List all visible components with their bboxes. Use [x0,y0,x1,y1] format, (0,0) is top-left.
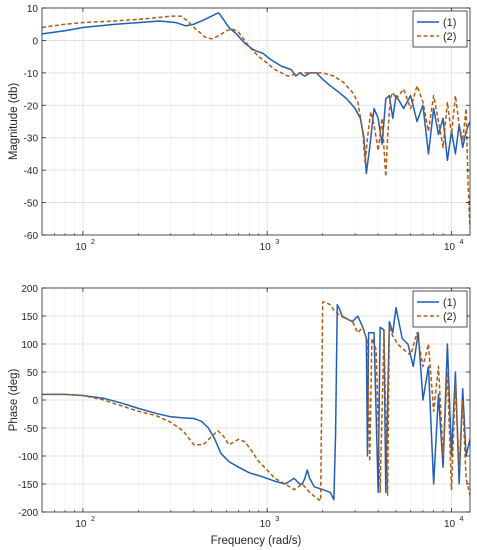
magnitude-ylabel: Magnitude (db) [8,83,20,161]
phase-series-2-line [42,301,470,502]
phase-legend: (1) (2) [412,290,468,328]
phase-ylabel: Phase (deg) [8,369,20,432]
phase-x-tick-exponent: 2 [91,514,95,523]
phase-y-tick-label: -200 [18,508,38,519]
magnitude-legend-label-2: (2) [443,31,456,43]
phase-y-tick-label: 150 [21,312,38,323]
phase-y-tick-label: -150 [18,480,38,491]
phase-x-tick-exponent: 3 [275,514,279,523]
phase-lines [42,301,470,502]
magnitude-y-tick-label: -20 [24,101,39,112]
magnitude-y-tick-label: -10 [24,69,39,80]
phase-grid [42,287,470,513]
phase-legend-label-1: (1) [443,297,456,309]
phase-xlabel: Frequency (rad/s) [211,535,302,547]
magnitude-legend-label-1: (1) [443,17,456,29]
phase-y-tick-label: 200 [21,284,38,295]
magnitude-x-tick-label: 10 [260,242,272,253]
magnitude-plot-area [42,8,470,235]
magnitude-x-tick-exponent: 3 [275,237,279,246]
magnitude-y-tick-label: -40 [24,166,39,177]
magnitude-series-1-line [42,12,470,175]
magnitude-legend-box [412,10,468,48]
phase-x-tick-exponent: 4 [460,514,464,523]
phase-legend-box [412,290,468,328]
magnitude-x-tick-label: 10 [75,242,87,253]
phase-y-tick-label: -50 [24,424,39,435]
magnitude-series-2-line [42,15,470,229]
magnitude-axes-frame [41,7,471,236]
phase-legend-label-2: (2) [443,311,456,323]
magnitude-y-tick-label: 10 [27,4,39,15]
phase-y-tick-label: 0 [32,396,38,407]
phase-y-tick-label: 50 [27,368,39,379]
magnitude-legend: (1) (2) [412,10,468,48]
phase-y-tick-label: 100 [21,340,38,351]
magnitude-lines [42,12,470,229]
phase-x-tick-label: 10 [260,519,272,530]
phase-y-tick-label: -100 [18,452,38,463]
magnitude-y-tick-label: -50 [24,199,39,210]
magnitude-x-tick-exponent: 4 [460,237,464,246]
magnitude-y-tick-label: 0 [32,36,38,47]
magnitude-y-tick-label: -60 [24,231,39,242]
phase-x-tick-label: 10 [75,519,87,530]
magnitude-x-tick-exponent: 2 [91,237,95,246]
magnitude-y-tick-label: -30 [24,134,39,145]
phase-series-1-line [42,304,470,501]
magnitude-x-tick-label: 10 [444,242,456,253]
phase-x-tick-label: 10 [444,519,456,530]
